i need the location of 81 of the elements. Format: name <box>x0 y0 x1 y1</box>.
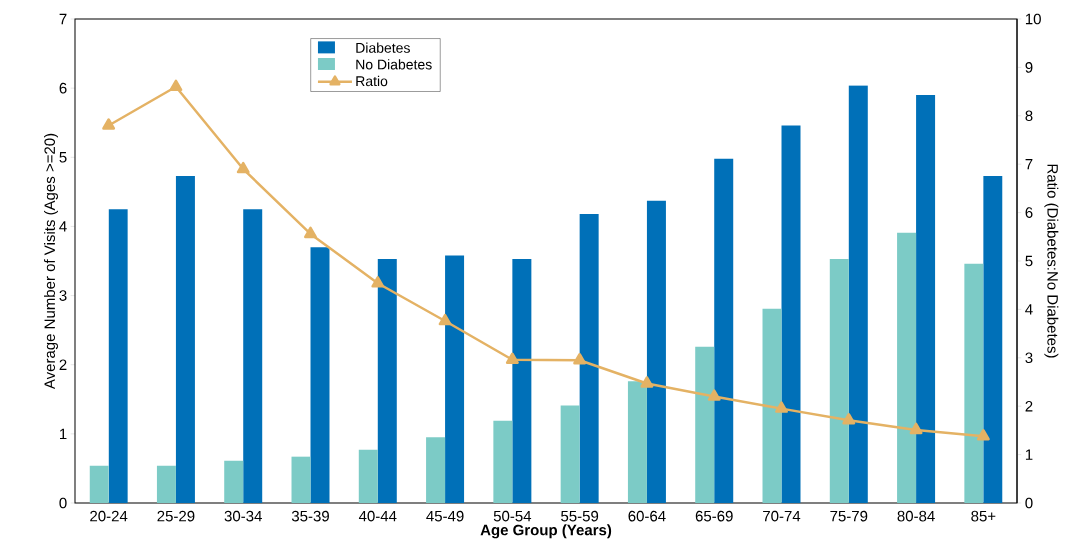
bar <box>762 308 782 503</box>
y2-tick-label: 3 <box>1025 352 1033 364</box>
bar <box>89 465 109 503</box>
x-tick-label: 45-49 <box>426 510 464 522</box>
x-tick-label: 40-44 <box>358 510 397 522</box>
x-tick-label: 65-69 <box>695 510 733 522</box>
point <box>640 376 654 388</box>
bar <box>426 437 446 503</box>
bar <box>579 213 599 503</box>
point <box>438 313 452 326</box>
point <box>371 276 385 288</box>
y2-tick-label: 9 <box>1025 62 1033 73</box>
y-axis-title: Average Number of Visits (Ages >=20) <box>44 133 58 390</box>
x-tick-label: 70-74 <box>763 510 801 522</box>
y2-axis-title: Ratio (Diabetes:No Diabetes) <box>1044 164 1059 358</box>
x-tick-label: 80-84 <box>897 510 935 522</box>
bar <box>560 405 580 503</box>
y-tick-label: 5 <box>59 152 67 163</box>
x-tick-label: 50-54 <box>493 510 532 522</box>
point <box>169 79 183 92</box>
y2-tick-label: 10 <box>1025 13 1041 25</box>
x-tick-label: 55-59 <box>561 510 599 522</box>
bar <box>310 247 330 503</box>
y2-tick-label: 2 <box>1025 400 1033 412</box>
point <box>909 422 923 435</box>
point <box>236 161 250 174</box>
bar <box>829 258 849 503</box>
point <box>304 226 317 239</box>
bar <box>291 456 311 503</box>
legend-label: Ratio <box>356 75 388 87</box>
y2-tick-label: 5 <box>1025 255 1033 267</box>
y2-tick-label: 4 <box>1025 304 1033 315</box>
bar <box>445 255 465 503</box>
point <box>505 352 519 364</box>
bar <box>646 200 666 503</box>
bar <box>714 158 734 503</box>
y2-tick-label: 7 <box>1025 159 1033 170</box>
bar <box>358 449 378 503</box>
bar <box>156 465 176 503</box>
y2-tick-label: 6 <box>1025 207 1033 218</box>
y2-tick-label: 1 <box>1025 449 1033 460</box>
y-tick-label: 2 <box>59 359 67 370</box>
legend-label: No Diabetes <box>356 59 432 70</box>
x-tick-label: 75-79 <box>830 510 868 522</box>
legend-label: Diabetes <box>356 42 410 53</box>
point <box>976 428 990 441</box>
x-tick-label: 30-34 <box>224 510 262 522</box>
bar <box>224 460 244 503</box>
point <box>573 352 587 365</box>
bar <box>243 209 263 503</box>
y-tick-label: 6 <box>59 82 67 94</box>
y-tick-label: 1 <box>60 428 67 440</box>
bar <box>848 85 868 503</box>
point <box>707 389 721 401</box>
y-tick-label: 4 <box>59 221 67 232</box>
bar <box>108 209 128 503</box>
x-tick-label: 60-64 <box>628 510 666 522</box>
bar <box>983 175 1003 503</box>
x-axis-title: Age Group (Years) <box>480 524 612 539</box>
bar <box>897 232 917 503</box>
point <box>102 118 116 130</box>
bar <box>493 420 513 503</box>
bar <box>512 258 532 503</box>
y-tick-label: 3 <box>59 290 67 301</box>
x-tick-label: 25-29 <box>157 510 195 522</box>
x-tick-label: 85+ <box>971 510 996 522</box>
y2-tick-label: 0 <box>1025 497 1033 509</box>
point <box>842 412 856 425</box>
bar <box>916 95 936 503</box>
bar <box>377 258 397 503</box>
bar <box>695 346 715 503</box>
y-tick-label: 7 <box>59 13 67 25</box>
x-tick-label: 20-24 <box>90 510 128 522</box>
bar <box>781 125 801 503</box>
bar <box>627 381 647 503</box>
x-tick-label: 35-39 <box>291 510 329 522</box>
y-tick-label: 0 <box>59 497 67 509</box>
point <box>775 401 788 413</box>
bar <box>175 175 195 503</box>
bar <box>964 263 984 503</box>
y2-tick-label: 8 <box>1025 110 1033 122</box>
